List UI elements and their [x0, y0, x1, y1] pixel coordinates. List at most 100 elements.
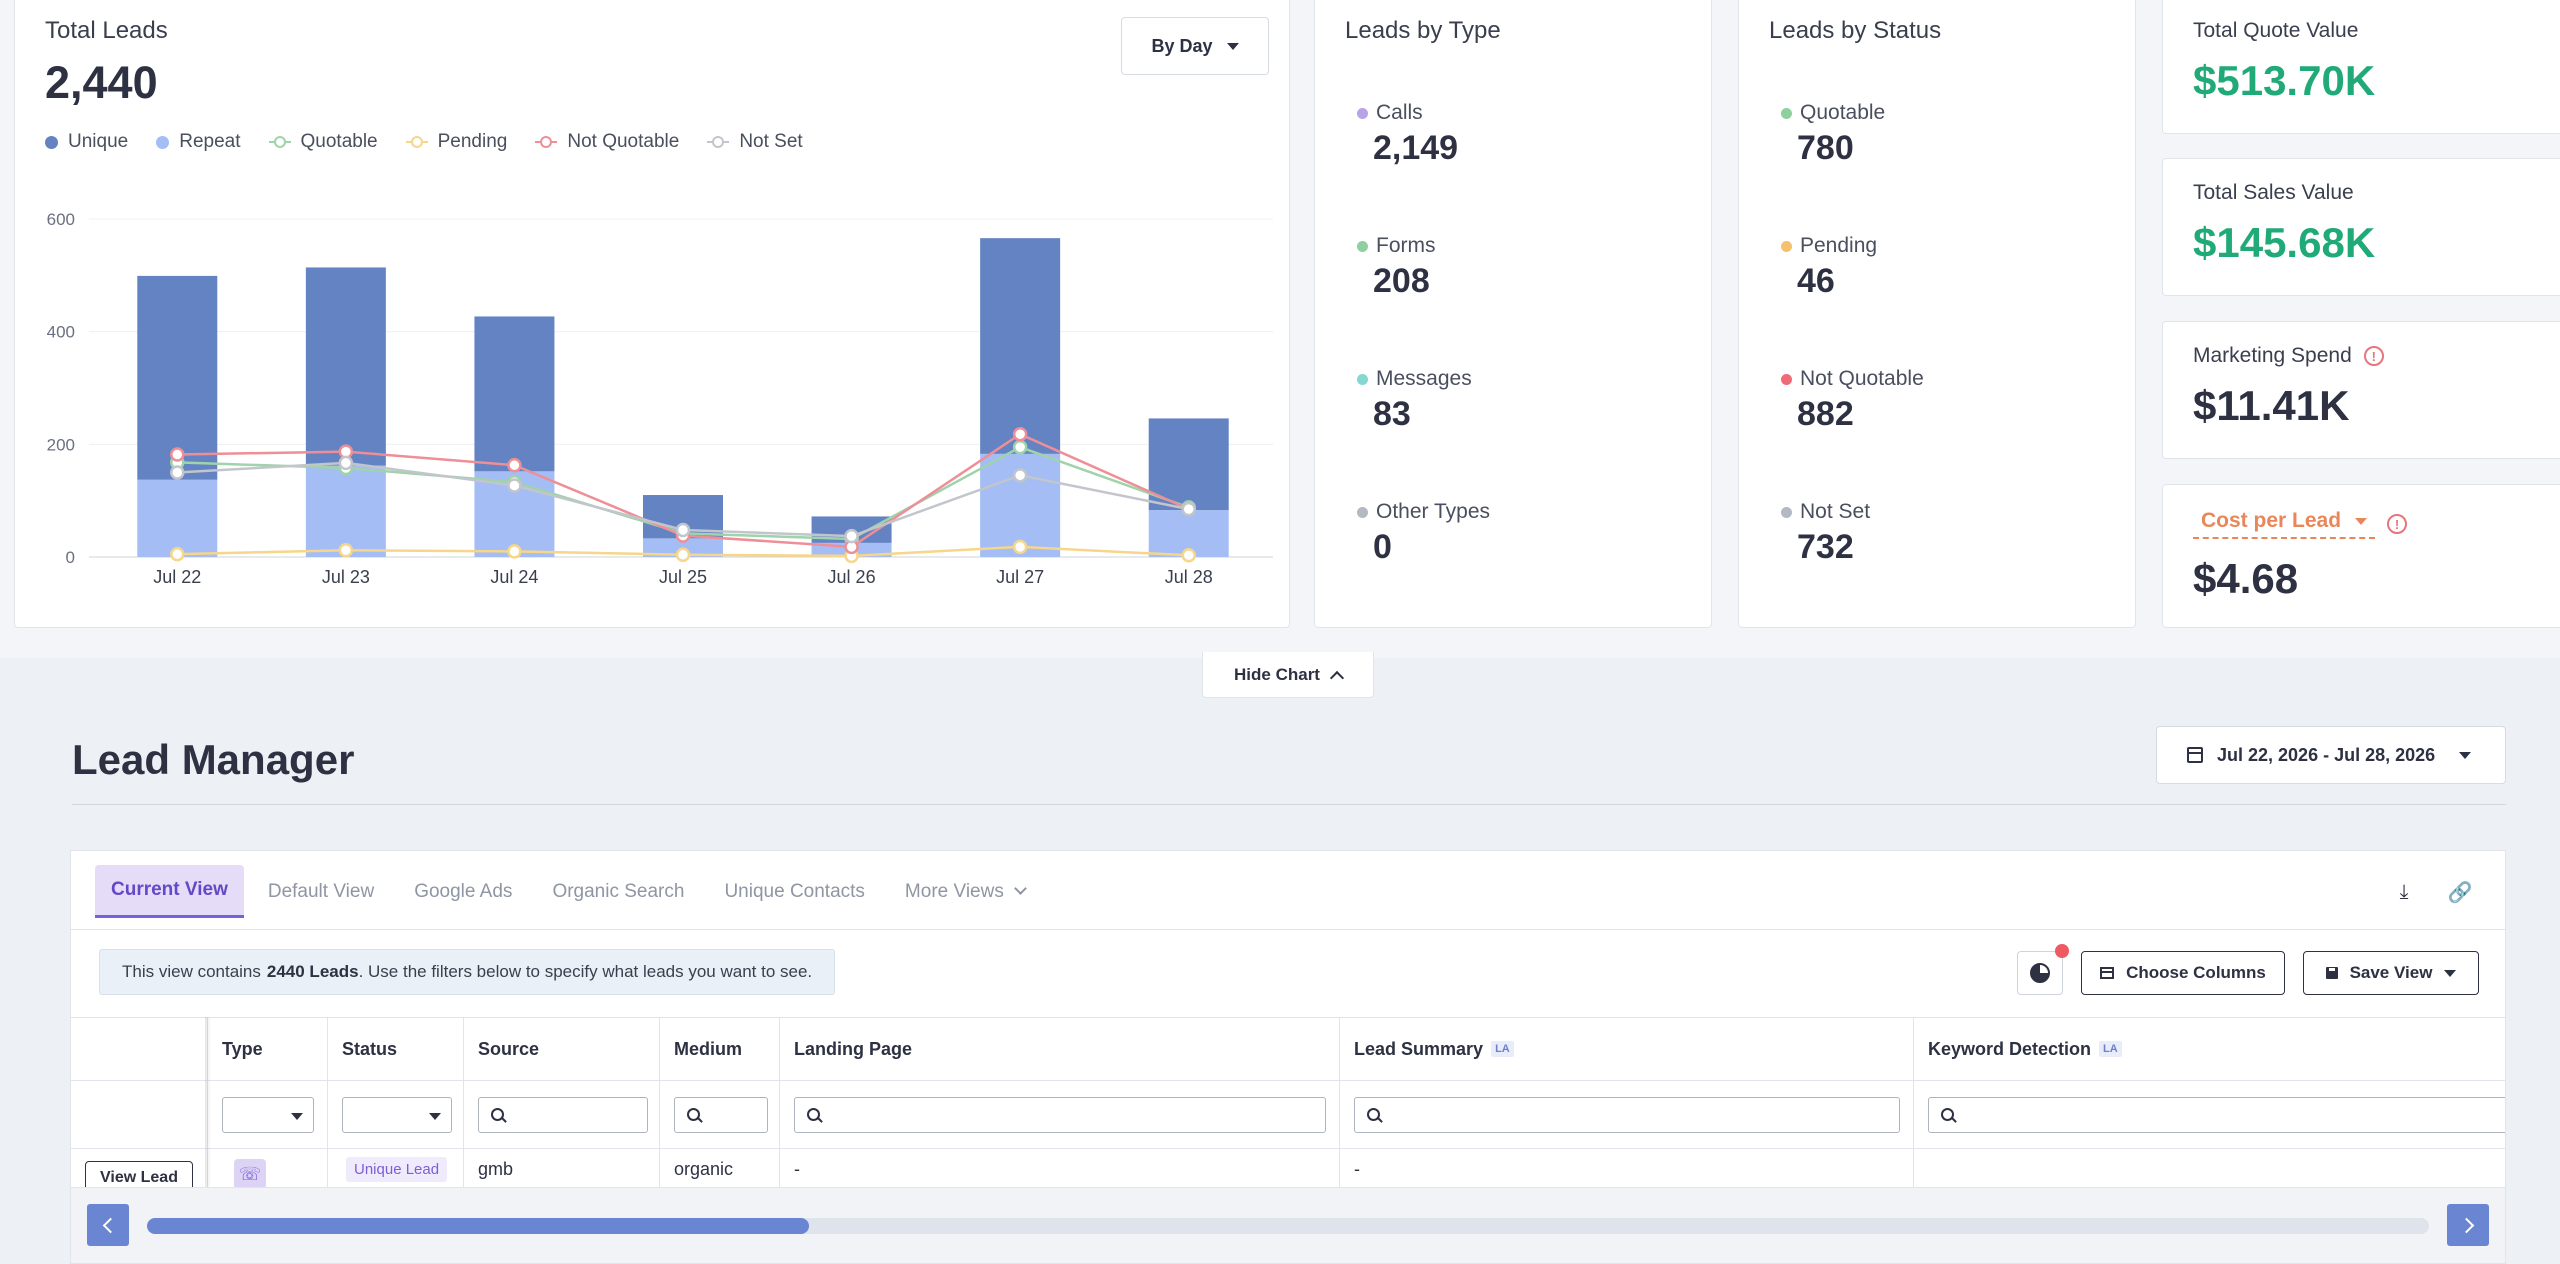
- legend-not-set[interactable]: Not Set: [707, 131, 803, 153]
- header-lead-summary[interactable]: Lead Summary LA: [1339, 1018, 1913, 1080]
- granularity-label: By Day: [1151, 35, 1213, 56]
- dot-icon: [1781, 373, 1792, 385]
- chart-legend: Unique Repeat Quotable Pending Not Quota…: [45, 131, 803, 153]
- filter-spacer: [71, 1081, 207, 1148]
- granularity-dropdown[interactable]: By Day: [1121, 17, 1269, 75]
- series-point: [675, 547, 691, 562]
- stat-value: 780: [1797, 129, 1854, 167]
- caret-down-icon: [2459, 751, 2472, 759]
- status-filter-select[interactable]: [342, 1096, 452, 1133]
- tab-current-view[interactable]: Current View: [95, 865, 244, 918]
- header-type[interactable]: Type: [207, 1018, 327, 1080]
- type-filter-select[interactable]: [222, 1096, 314, 1133]
- cost-metric-dropdown[interactable]: Cost per Lead: [2193, 509, 2376, 539]
- caret-down-icon: [291, 1112, 303, 1120]
- total-leads-chart: 0 200 400 600 Jul 22 Jul 23 Jul 24 Jul 25 Jul 26…: [47, 210, 1273, 587]
- bar-unique: [980, 238, 1061, 454]
- series-point: [507, 478, 522, 493]
- kpi-value: $11.41K: [2193, 382, 2350, 429]
- caret-down-icon: [2355, 517, 2368, 525]
- row-actions: View Lead: [71, 1149, 207, 1187]
- stat-label: Pending: [1800, 234, 1878, 257]
- legend-not-quotable[interactable]: Not Quotable: [535, 131, 679, 153]
- scroll-left-button[interactable]: [87, 1204, 129, 1246]
- date-range-picker[interactable]: Jul 22, 2026 - Jul 28, 2026: [2156, 726, 2506, 784]
- row-lead-summary: -: [1339, 1149, 1913, 1187]
- stat-value: 2,149: [1373, 129, 1459, 167]
- tab-more-views[interactable]: More Views: [889, 867, 1041, 917]
- total-leads-title: Total Leads: [45, 17, 168, 44]
- legend-unique[interactable]: Unique: [45, 131, 128, 153]
- view-info-banner: This view contains 2440 Leads. Use the f…: [99, 949, 835, 995]
- header-keyword-detection[interactable]: Keyword Detection LA: [1913, 1018, 2505, 1080]
- view-lead-button[interactable]: View Lead: [85, 1161, 193, 1187]
- keyword-filter-input[interactable]: [1928, 1096, 2505, 1133]
- dot-icon: [1781, 107, 1792, 119]
- kpi-value: $4.68: [2193, 555, 2299, 602]
- choose-columns-button[interactable]: Choose Columns: [2081, 951, 2285, 995]
- button-label: Choose Columns: [2126, 963, 2266, 982]
- legend-label: Quotable: [300, 131, 378, 152]
- filter-cell: [779, 1081, 1339, 1148]
- phone-icon: ☏: [234, 1159, 266, 1187]
- header-status[interactable]: Status: [327, 1018, 463, 1080]
- tab-unique-contacts[interactable]: Unique Contacts: [724, 880, 865, 902]
- filter-cell: [463, 1081, 659, 1148]
- chevron-right-icon: [2458, 1217, 2474, 1233]
- series-point: [170, 447, 185, 462]
- tab-organic-search[interactable]: Organic Search: [552, 880, 685, 902]
- caret-down-icon: [1226, 42, 1239, 50]
- leads-by-status-card: Leads by Status Quotable 780 Pending 46 …: [1738, 0, 2136, 628]
- hide-chart-button[interactable]: Hide Chart: [1202, 652, 1374, 698]
- la-badge: LA: [2099, 1041, 2122, 1057]
- legend-label: Not Quotable: [567, 131, 680, 152]
- scroll-thumb[interactable]: [147, 1218, 809, 1234]
- chevron-up-icon: [1329, 670, 1345, 685]
- header-source[interactable]: Source: [463, 1018, 659, 1080]
- series-point: [1181, 548, 1196, 563]
- alert-icon[interactable]: !: [2363, 346, 2384, 366]
- stat-label: Not Set: [1800, 500, 1871, 523]
- series-point: [844, 528, 859, 544]
- series-point: [170, 465, 185, 480]
- link-icon[interactable]: 🔗: [2447, 881, 2473, 904]
- medium-filter-input[interactable]: [674, 1096, 768, 1133]
- legend-repeat[interactable]: Repeat: [156, 131, 241, 153]
- total-leads-value: 2,440: [45, 57, 158, 108]
- table-row[interactable]: View Lead ☏ Unique Lead gmb organic - -: [71, 1149, 2505, 1187]
- alert-icon[interactable]: !: [2387, 514, 2408, 534]
- y-tick-label: 0: [66, 548, 75, 567]
- legend-pending[interactable]: Pending: [405, 131, 507, 153]
- save-view-button[interactable]: Save View: [2303, 951, 2479, 995]
- source-filter-input[interactable]: [478, 1096, 648, 1133]
- header-label: Lead Summary: [1354, 1038, 1484, 1059]
- stat-value: 83: [1373, 395, 1411, 433]
- type-messages: Messages 83: [1357, 367, 1472, 434]
- status-quotable: Quotable 780: [1781, 101, 1885, 168]
- leads-by-status-title: Leads by Status: [1769, 17, 1942, 44]
- filter-cell: [659, 1081, 779, 1148]
- lead-table: Type Status Source Medium Landing Page L…: [71, 1017, 2505, 1187]
- tab-default-view[interactable]: Default View: [267, 880, 375, 902]
- la-badge: LA: [1491, 1041, 1514, 1057]
- filter-cell: [207, 1081, 327, 1148]
- chart-toggle-button[interactable]: [2017, 944, 2069, 995]
- scroll-right-button[interactable]: [2447, 1204, 2489, 1246]
- download-icon[interactable]: ⤓: [2399, 880, 2409, 903]
- landing-page-filter-input[interactable]: [794, 1096, 1326, 1133]
- tab-google-ads[interactable]: Google Ads: [414, 880, 513, 902]
- dot-icon: [1781, 506, 1792, 518]
- scroll-track[interactable]: [147, 1218, 2429, 1234]
- notification-dot: [2055, 944, 2069, 958]
- total-quote-value-card: Total Quote Value $513.70K: [2162, 0, 2560, 134]
- header-landing-page[interactable]: Landing Page: [779, 1018, 1339, 1080]
- header-medium[interactable]: Medium: [659, 1018, 779, 1080]
- x-tick-label: Jul 27: [996, 567, 1044, 587]
- dashboard-area: Total Leads 2,440 By Day Unique Repeat Q…: [0, 0, 2560, 658]
- kpi-label: Total Sales Value: [2193, 181, 2354, 204]
- leads-by-type-card: Leads by Type Calls 2,149 Forms 208 Mess…: [1314, 0, 1712, 628]
- lead-summary-filter-input[interactable]: [1354, 1096, 1900, 1133]
- status-pending: Pending 46: [1781, 234, 1877, 301]
- horizontal-scroller: [71, 1187, 2505, 1263]
- legend-quotable[interactable]: Quotable: [268, 131, 378, 153]
